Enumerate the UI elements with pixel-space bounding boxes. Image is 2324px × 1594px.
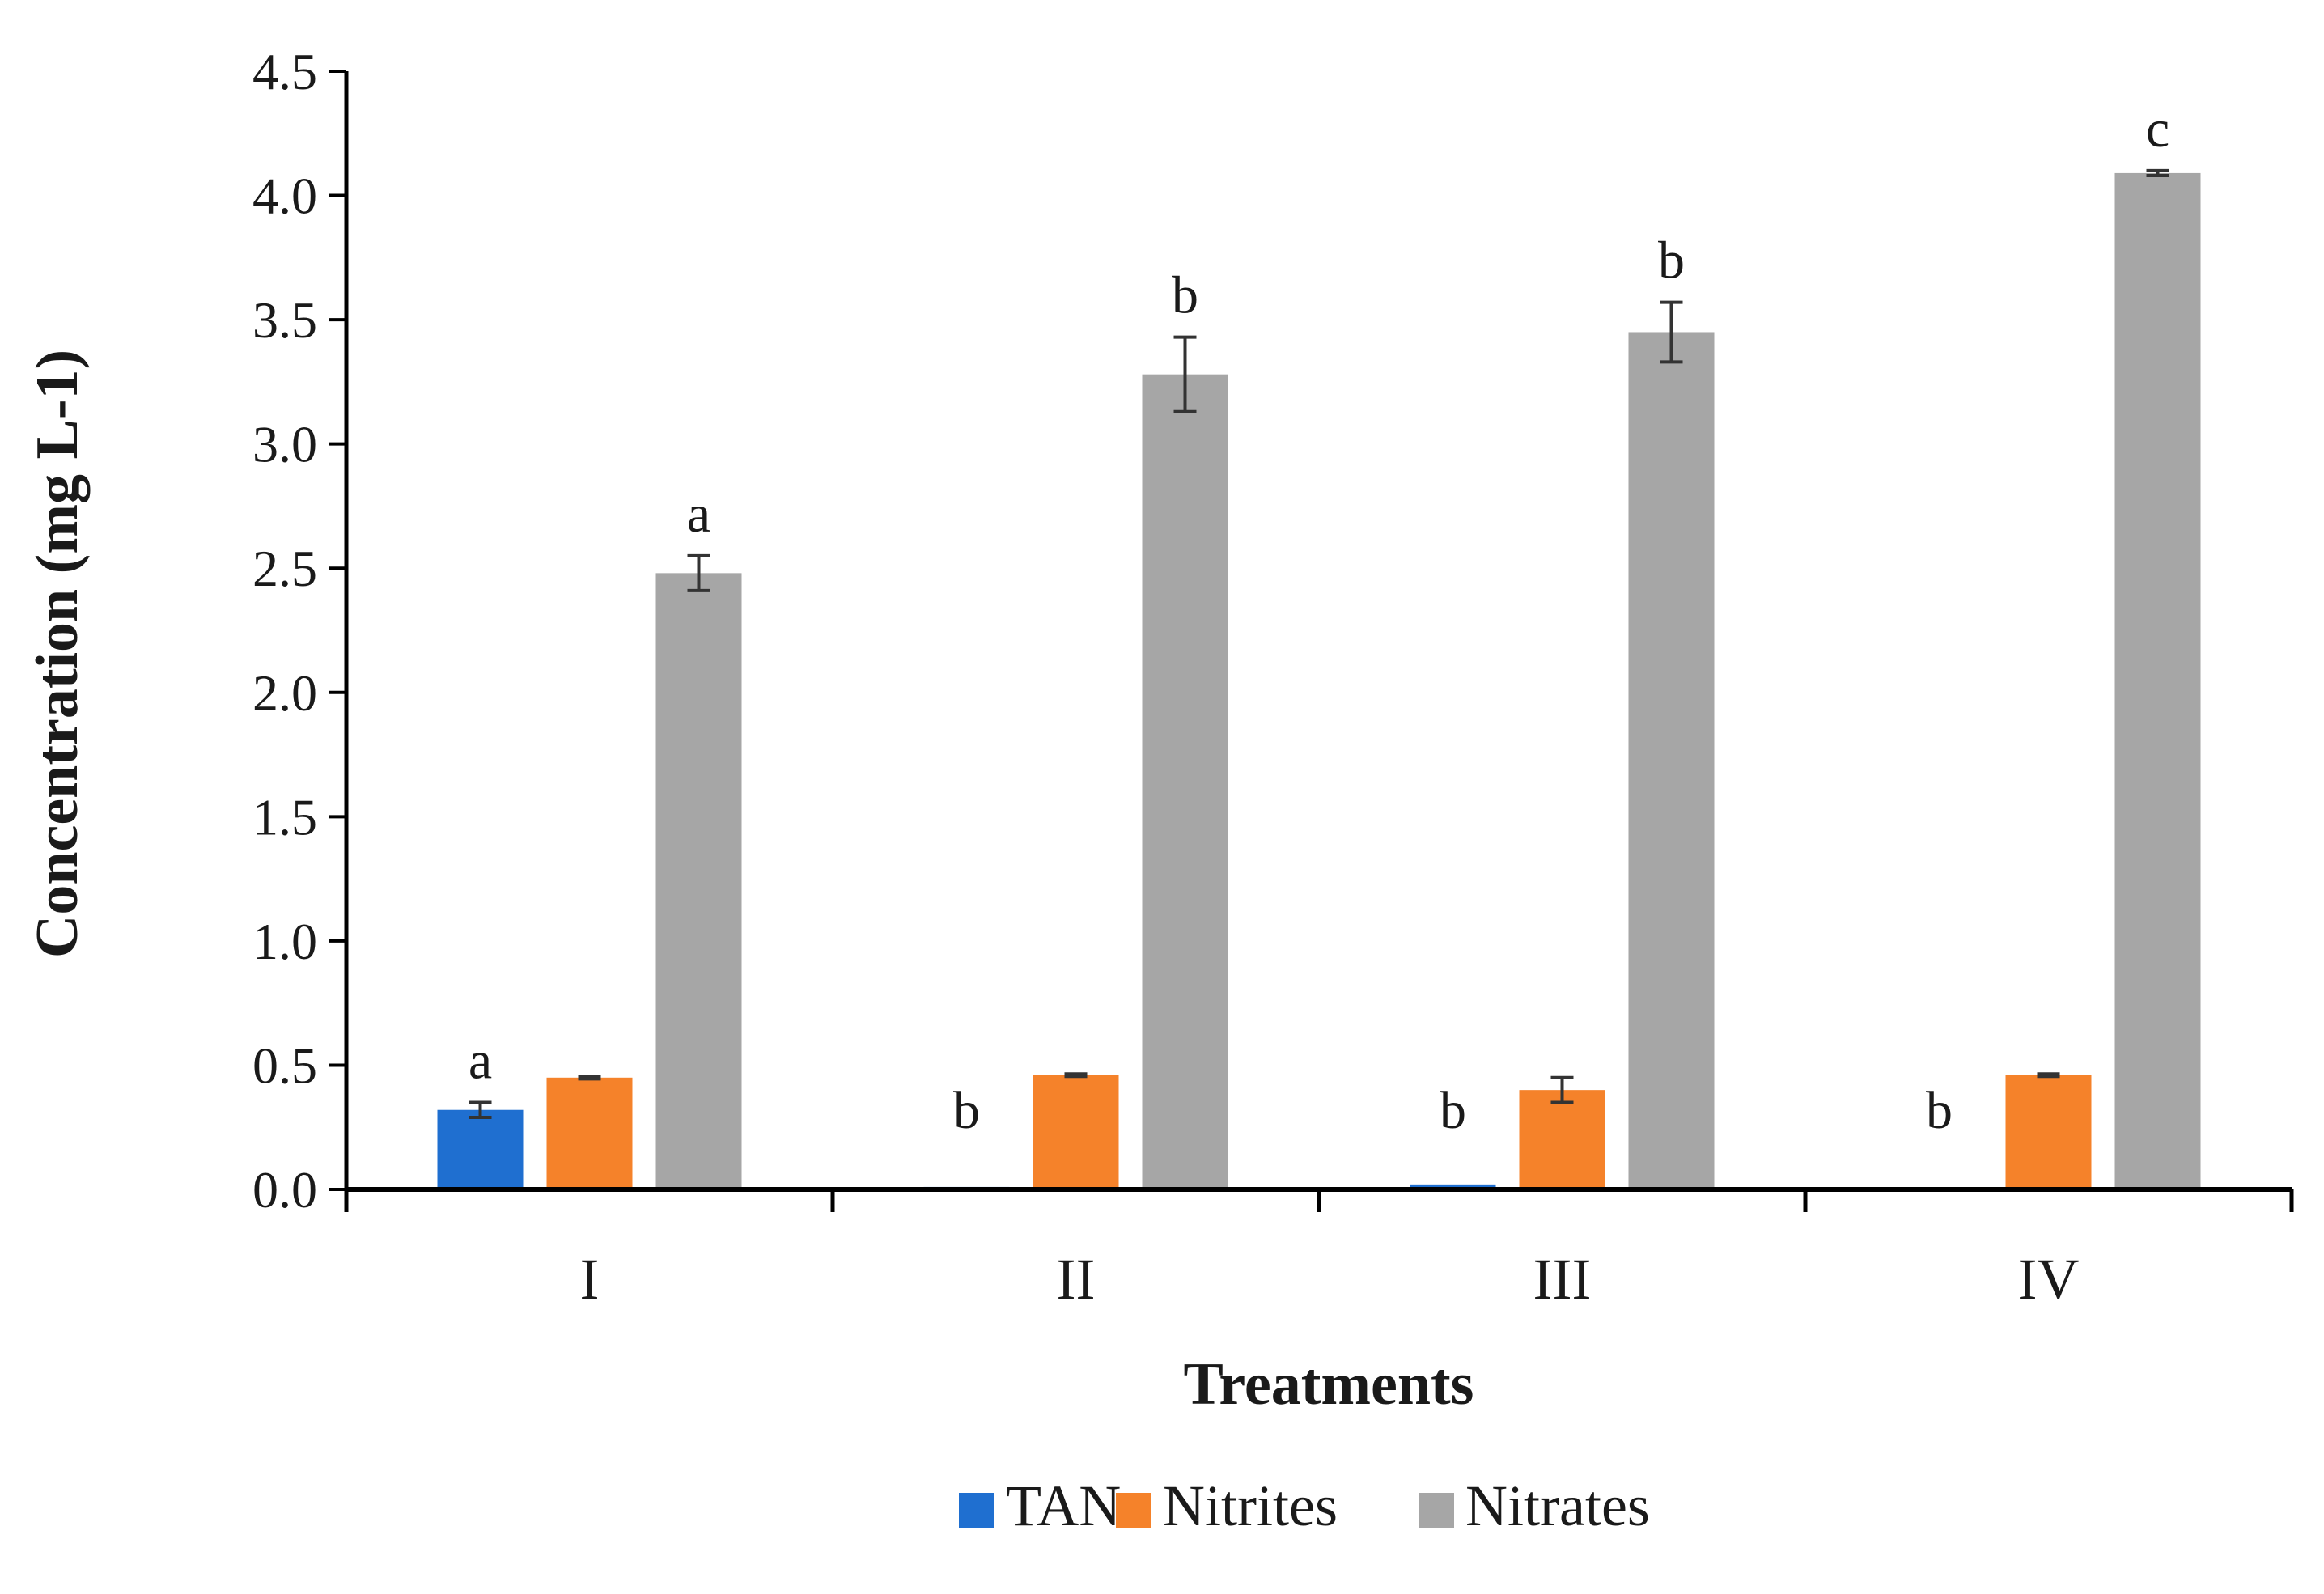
error-bar <box>1173 335 1197 413</box>
significance-label: c <box>2146 100 2169 159</box>
y-tick-label: 3.0 <box>252 416 317 473</box>
legend-label: Nitrites <box>1163 1473 1338 1538</box>
y-tick-label: 2.5 <box>252 540 317 597</box>
legend-swatch <box>1419 1493 1454 1528</box>
legend: TAN Nitrites Nitrates <box>959 1473 1650 1538</box>
error-bar <box>1660 300 1683 364</box>
significance-label: b <box>953 1081 980 1140</box>
bar-nitrates-III <box>1628 332 1715 1189</box>
significance-label: b <box>1172 266 1198 325</box>
x-axis-title: Treatments <box>1184 1351 1474 1418</box>
significance-label: a <box>687 485 710 544</box>
significance-label: b <box>1926 1081 1953 1140</box>
y-axis: 0.0 0.5 1.0 1.5 2.0 2.5 3.0 3.5 4.0 4.5 <box>252 43 349 1219</box>
y-axis-title: Concentration (mg L-1) <box>24 350 91 958</box>
legend-label: Nitrates <box>1465 1473 1650 1538</box>
y-tick-label: 3.5 <box>252 291 317 349</box>
legend-item-nitrates: Nitrates <box>1419 1473 1650 1538</box>
legend-swatch <box>1116 1493 1151 1528</box>
error-bar <box>1064 1072 1088 1079</box>
y-tick-label: 1.5 <box>252 788 317 846</box>
significance-label: b <box>1658 231 1685 290</box>
error-bar <box>578 1075 601 1081</box>
plot-area: a b b b a b b c <box>437 100 2201 1190</box>
y-tick-label: 0.5 <box>252 1037 317 1094</box>
y-tick-label: 0.0 <box>252 1161 317 1219</box>
legend-label: TAN <box>1006 1473 1121 1538</box>
error-bar <box>2037 1072 2060 1079</box>
error-bar <box>687 553 710 592</box>
bar-tan-III <box>1410 1184 1496 1189</box>
error-bar <box>469 1100 492 1119</box>
x-axis: I II III IV <box>344 1187 2294 1312</box>
bar-nitrites-I <box>546 1077 633 1189</box>
error-bar <box>1550 1075 1574 1104</box>
legend-item-tan: TAN <box>959 1473 1121 1538</box>
x-category-label: I <box>580 1247 600 1312</box>
bar-nitrates-IV <box>2114 172 2201 1190</box>
y-tick-label: 2.0 <box>252 664 317 722</box>
bar-nitrates-I <box>655 573 742 1189</box>
x-category-label: III <box>1533 1247 1592 1312</box>
bar-nitrites-II <box>1033 1075 1119 1189</box>
y-tick-label: 4.5 <box>252 43 317 100</box>
error-bar <box>2146 168 2169 177</box>
legend-swatch <box>959 1493 994 1528</box>
bar-nitrites-IV <box>2005 1075 2092 1189</box>
significance-label: b <box>1440 1081 1466 1140</box>
bar-tan-I <box>437 1109 524 1189</box>
bar-nitrites-III <box>1519 1090 1605 1189</box>
bar-nitrates-II <box>1142 374 1228 1190</box>
x-category-label: II <box>1057 1247 1096 1312</box>
legend-item-nitrites: Nitrites <box>1116 1473 1338 1538</box>
significance-label: a <box>469 1032 492 1091</box>
x-category-label: IV <box>2018 1247 2080 1312</box>
y-tick-label: 1.0 <box>252 913 317 970</box>
y-tick-label: 4.0 <box>252 167 317 225</box>
